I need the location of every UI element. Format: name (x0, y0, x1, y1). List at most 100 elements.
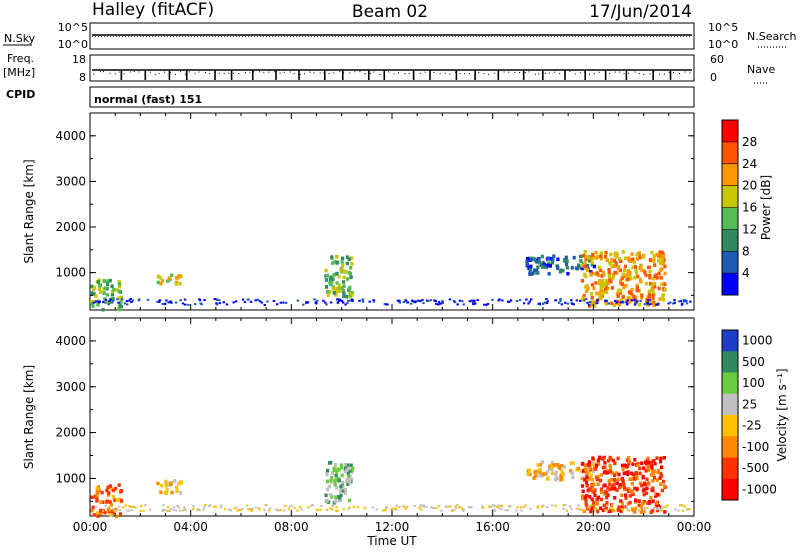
echo-cell (642, 500, 646, 504)
echo-cell (620, 477, 624, 482)
echo-cell (634, 498, 638, 503)
echo-cell (636, 274, 640, 279)
echo-cell (613, 486, 617, 491)
echo-cell (634, 268, 638, 272)
echo-cell (349, 463, 353, 468)
echo-cell (158, 275, 162, 280)
echo-cell (342, 508, 345, 511)
echo-cell (203, 506, 206, 509)
echo-cell (267, 509, 271, 512)
echo-cell (624, 283, 628, 288)
echo-cell (625, 504, 628, 507)
echo-cell (528, 468, 532, 473)
echo-cell (106, 493, 110, 497)
echo-cell (111, 297, 115, 301)
echo-cell (348, 481, 352, 485)
echo-cell (95, 300, 98, 303)
echo-cell (620, 276, 624, 281)
echo-cell (606, 493, 610, 498)
echo-cell (617, 264, 621, 269)
echo-cell (472, 302, 475, 305)
nave-point (684, 71, 686, 73)
echo-cell (592, 462, 597, 466)
echo-cell (98, 284, 102, 288)
echo-cell (620, 493, 624, 497)
echo-cell (649, 303, 652, 306)
echo-cell (174, 282, 178, 286)
echo-cell (593, 304, 597, 308)
echo-cell (619, 509, 623, 513)
echo-cell (596, 509, 600, 514)
echo-cell (678, 300, 681, 303)
echo-cell (564, 255, 568, 260)
echo-cell (95, 486, 99, 490)
echo-cell (551, 504, 554, 507)
echo-cell (595, 477, 599, 482)
echo-cell (607, 267, 611, 272)
echo-cell (599, 251, 603, 255)
cpid-panel (89, 86, 695, 108)
echo-cell (654, 494, 658, 498)
echo-cell (164, 509, 167, 511)
echo-cell (663, 510, 667, 514)
echo-cell (342, 269, 346, 273)
echo-cell (610, 486, 614, 491)
nave-point (643, 73, 645, 75)
nave-point (233, 72, 235, 74)
echo-cell (98, 301, 101, 304)
echo-cell (652, 259, 656, 263)
colorbar-tick-label: 500 (742, 355, 765, 369)
echo-cell (630, 299, 634, 302)
echo-cell (118, 304, 122, 309)
echo-cell (581, 295, 585, 300)
echo-cell (215, 303, 219, 306)
echo-cell (578, 508, 582, 511)
nave-point (328, 72, 330, 74)
echo-cell (174, 301, 178, 304)
echo-cell (454, 505, 457, 508)
echo-cell (103, 301, 107, 304)
echo-cell (96, 514, 100, 518)
freq-tick-bottom: 8 (79, 71, 86, 84)
echo-cell (420, 505, 424, 507)
echo-cell (560, 469, 564, 474)
nave-point (638, 73, 640, 75)
nave-point (309, 71, 311, 73)
echo-cell (330, 279, 334, 284)
echo-cell (634, 470, 638, 475)
echo-cell (595, 507, 598, 510)
echo-cell (125, 300, 129, 302)
echo-cell (414, 300, 417, 303)
echo-cell (663, 288, 667, 292)
echo-cell (342, 301, 345, 304)
echo-cell (633, 303, 637, 306)
echo-cell (631, 477, 635, 481)
echo-cell (113, 509, 116, 512)
echo-cell (661, 254, 666, 259)
echo-cell (120, 298, 124, 301)
echo-cell (646, 302, 650, 305)
nave-point (579, 72, 581, 74)
echo-cell (398, 301, 401, 304)
nave-point (658, 73, 660, 75)
echo-cell (641, 255, 645, 260)
echo-cell (220, 504, 223, 507)
echo-cell (620, 463, 625, 468)
echo-cell (341, 256, 345, 261)
echo-cell (621, 467, 625, 472)
echo-cell (621, 272, 625, 277)
echo-cell (540, 254, 544, 259)
xtick-label: 16:00 (475, 520, 510, 534)
echo-cell (570, 266, 574, 270)
nave-point (593, 73, 595, 75)
echo-cell (582, 293, 586, 298)
echo-cell (328, 493, 332, 497)
echo-cell (608, 455, 612, 460)
echo-cell (662, 258, 666, 262)
echo-cell (532, 268, 536, 272)
echo-cell (659, 482, 663, 486)
nave-point (179, 71, 181, 73)
echo-cell (651, 469, 655, 473)
echo-cell (170, 273, 174, 278)
echo-cell (648, 269, 652, 274)
